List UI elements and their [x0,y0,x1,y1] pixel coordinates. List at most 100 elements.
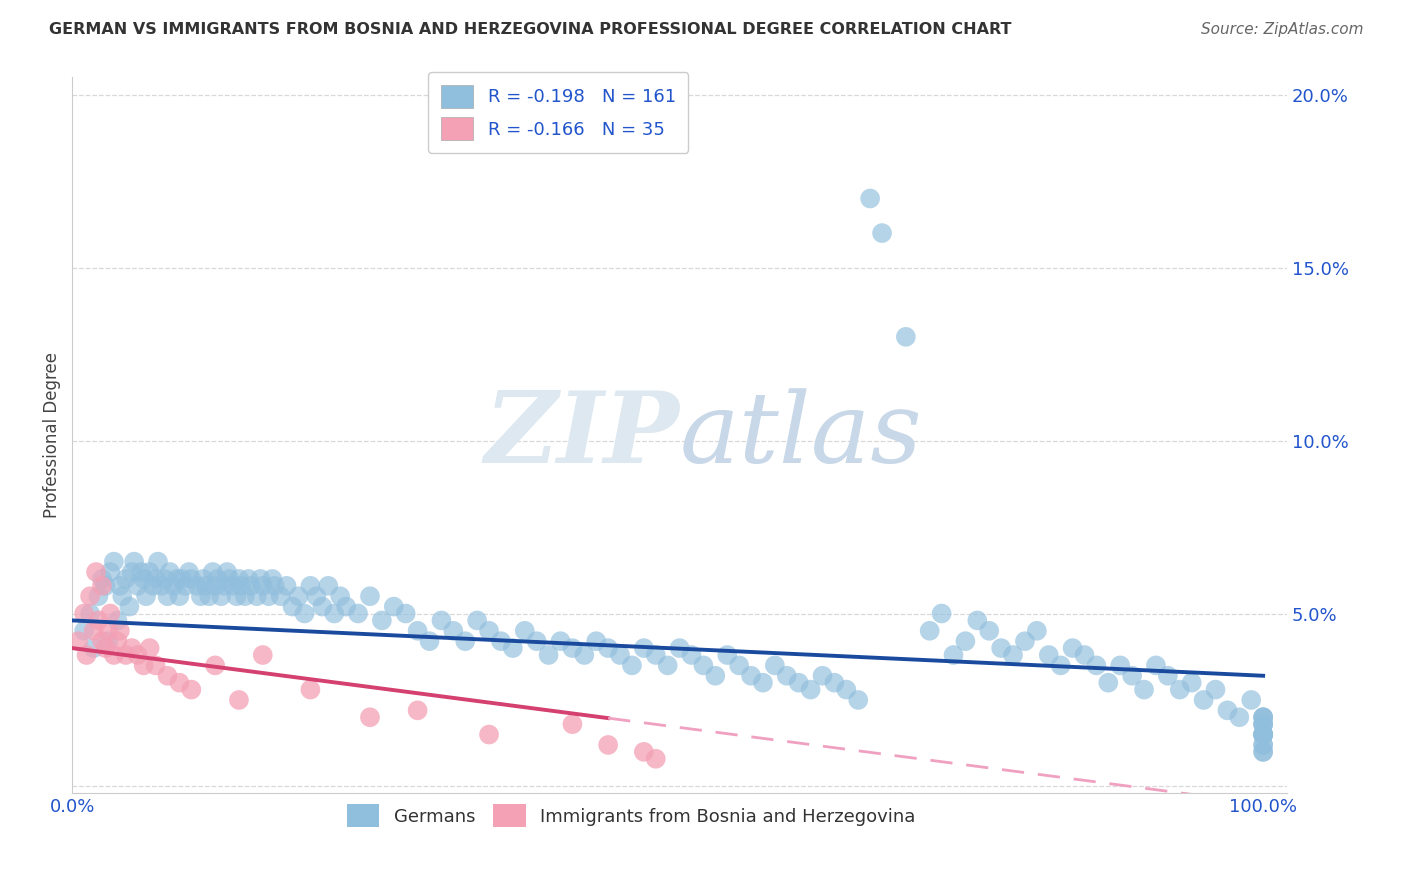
Point [103,555,125,569]
Point [1251,727,1274,741]
Point [681,648,703,662]
Point [359,589,381,603]
Point [91,579,114,593]
Point [262,572,284,586]
Point [207,572,229,586]
Point [91,634,114,648]
Point [142,579,165,593]
Point [94,641,117,656]
Point [218,572,240,586]
Point [478,624,501,638]
Point [1251,717,1274,731]
Point [252,648,274,662]
Point [180,572,202,586]
Point [1049,658,1071,673]
Point [87,589,110,603]
Point [1109,658,1132,673]
Point [1085,658,1108,673]
Point [131,565,153,579]
Point [193,572,215,586]
Point [263,579,285,593]
Point [169,589,191,603]
Point [73,624,96,638]
Point [127,579,149,593]
Point [395,607,418,621]
Point [145,572,167,586]
Point [335,599,357,614]
Point [91,572,114,586]
Point [111,589,134,603]
Point [1121,669,1143,683]
Point [252,579,274,593]
Point [246,589,269,603]
Point [231,579,253,593]
Point [1251,717,1274,731]
Point [1251,727,1274,741]
Point [138,641,160,656]
Point [162,579,184,593]
Point [894,330,917,344]
Point [156,589,179,603]
Point [174,579,197,593]
Point [107,614,129,628]
Point [299,682,322,697]
Point [316,579,339,593]
Point [67,634,90,648]
Point [1251,710,1274,724]
Point [418,634,440,648]
Point [270,589,292,603]
Point [214,579,236,593]
Point [118,599,141,614]
Point [692,658,714,673]
Point [1251,745,1274,759]
Legend: Germans, Immigrants from Bosnia and Herzegovina: Germans, Immigrants from Bosnia and Herz… [339,797,922,834]
Point [800,682,823,697]
Point [513,624,536,638]
Point [728,658,751,673]
Point [1097,675,1119,690]
Point [156,669,179,683]
Y-axis label: Professional Degree: Professional Degree [44,352,60,518]
Point [281,599,304,614]
Point [1192,693,1215,707]
Point [121,641,143,656]
Point [823,675,845,690]
Point [228,572,250,586]
Point [1251,745,1274,759]
Point [526,634,548,648]
Point [98,607,121,621]
Point [108,579,131,593]
Point [228,693,250,707]
Point [561,641,583,656]
Point [114,648,136,662]
Point [1251,717,1274,731]
Point [787,675,810,690]
Point [1251,727,1274,741]
Point [97,634,120,648]
Point [146,555,169,569]
Text: Source: ZipAtlas.com: Source: ZipAtlas.com [1201,22,1364,37]
Point [233,589,256,603]
Point [620,658,643,673]
Point [257,589,280,603]
Point [489,634,512,648]
Point [98,565,121,579]
Point [166,572,188,586]
Text: atlas: atlas [679,388,922,483]
Point [550,634,572,648]
Point [502,641,524,656]
Point [598,641,620,656]
Point [177,565,200,579]
Point [1181,675,1204,690]
Point [294,607,316,621]
Point [740,669,762,683]
Point [170,572,193,586]
Point [150,579,173,593]
Point [94,579,117,593]
Point [1227,710,1250,724]
Point [430,614,453,628]
Point [97,624,120,638]
Point [406,703,429,717]
Point [1251,738,1274,752]
Point [132,572,155,586]
